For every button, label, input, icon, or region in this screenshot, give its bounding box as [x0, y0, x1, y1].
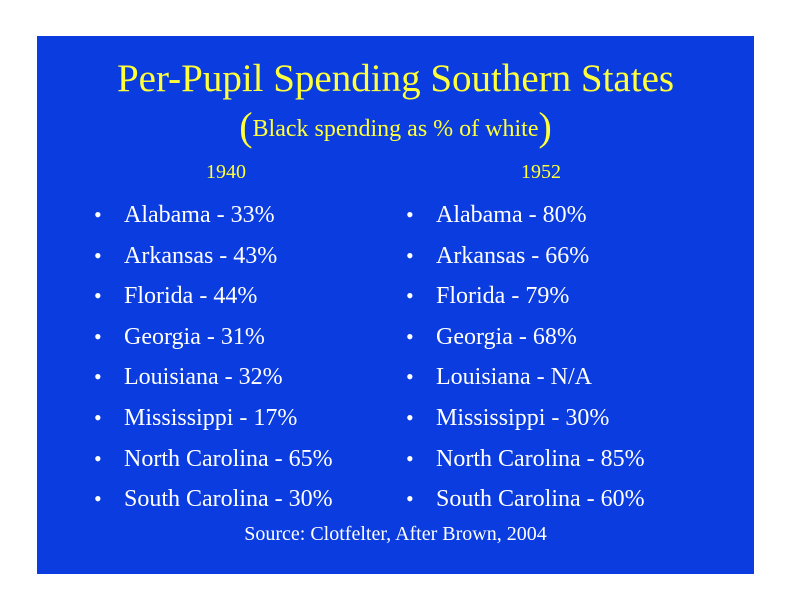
list-item-text: Mississippi - 30%	[436, 404, 610, 431]
bullet-icon: •	[406, 202, 414, 227]
bullet-icon: •	[94, 364, 102, 390]
slide: Per-Pupil Spending Southern States (Blac…	[37, 36, 754, 574]
list-item: • North Carolina - 65%	[94, 442, 333, 483]
list-item-text: Louisiana - 32%	[124, 364, 283, 391]
bullet-icon: •	[406, 323, 414, 349]
list-item-text: Louisiana - N/A	[436, 364, 592, 391]
bullet-icon: •	[94, 242, 102, 268]
list-item-text: North Carolina - 85%	[436, 445, 645, 472]
bullet-icon: •	[406, 283, 414, 309]
list-item: • Alabama - 80%	[406, 198, 645, 239]
list-item: • Mississippi - 30%	[406, 401, 645, 442]
bullet-icon: •	[94, 283, 102, 309]
bullet-icon: •	[406, 242, 414, 268]
source-citation: Source: Clotfelter, After Brown, 2004	[244, 523, 547, 545]
year-label-1952: 1952	[521, 161, 561, 183]
list-1940: • Alabama - 33% • Arkansas - 43% • Florida …	[94, 198, 333, 523]
list-item: • South Carolina - 60%	[406, 482, 645, 523]
subtitle-open-paren: (	[239, 104, 253, 149]
bullet-icon: •	[94, 486, 102, 512]
bullet-icon: •	[94, 323, 102, 349]
list-item-text: Florida - 79%	[436, 283, 570, 310]
bullet-icon: •	[406, 364, 414, 390]
subtitle-text: Black spending as % of white	[252, 116, 539, 142]
list-item-text: Arkansas - 43%	[124, 242, 278, 269]
list-item-text: Georgia - 31%	[124, 323, 265, 350]
list-item: • Arkansas - 66%	[406, 239, 645, 280]
list-item: • South Carolina - 30%	[94, 482, 333, 523]
list-item: • North Carolina - 85%	[406, 442, 645, 483]
bullet-icon: •	[94, 202, 102, 227]
list-item-text: Alabama - 80%	[436, 202, 587, 228]
list-item: • Louisiana - N/A	[406, 360, 645, 401]
list-item: • Louisiana - 32%	[94, 360, 333, 401]
list-item: • Arkansas - 43%	[94, 239, 333, 280]
list-item-text: North Carolina - 65%	[124, 445, 333, 472]
list-item-text: Alabama - 33%	[124, 202, 275, 228]
list-item-text: South Carolina - 30%	[124, 486, 333, 513]
list-item-text: Arkansas - 66%	[436, 242, 590, 269]
bullet-icon: •	[94, 404, 102, 430]
subtitle-close-paren: )	[538, 104, 552, 149]
list-item: • Georgia - 68%	[406, 320, 645, 361]
list-item-text: Mississippi - 17%	[124, 404, 298, 431]
list-item-text: Georgia - 68%	[436, 323, 577, 350]
list-item: • Mississippi - 17%	[94, 401, 333, 442]
slide-subtitle: (Black spending as % of white)	[37, 105, 754, 151]
list-item: • Florida - 79%	[406, 279, 645, 320]
slide-title: Per-Pupil Spending Southern States	[116, 57, 675, 100]
list-item: • Georgia - 31%	[94, 320, 333, 361]
list-1952: • Alabama - 80% • Arkansas - 66% • Florida …	[406, 198, 645, 523]
year-label-1940: 1940	[206, 161, 246, 183]
bullet-icon: •	[406, 445, 414, 471]
list-item: • Florida - 44%	[94, 279, 333, 320]
bullet-icon: •	[94, 445, 102, 471]
bullet-icon: •	[406, 404, 414, 430]
list-item-text: Florida - 44%	[124, 283, 258, 310]
list-item-text: South Carolina - 60%	[436, 486, 645, 513]
bullet-icon: •	[406, 486, 414, 512]
list-item: • Alabama - 33%	[94, 198, 333, 239]
